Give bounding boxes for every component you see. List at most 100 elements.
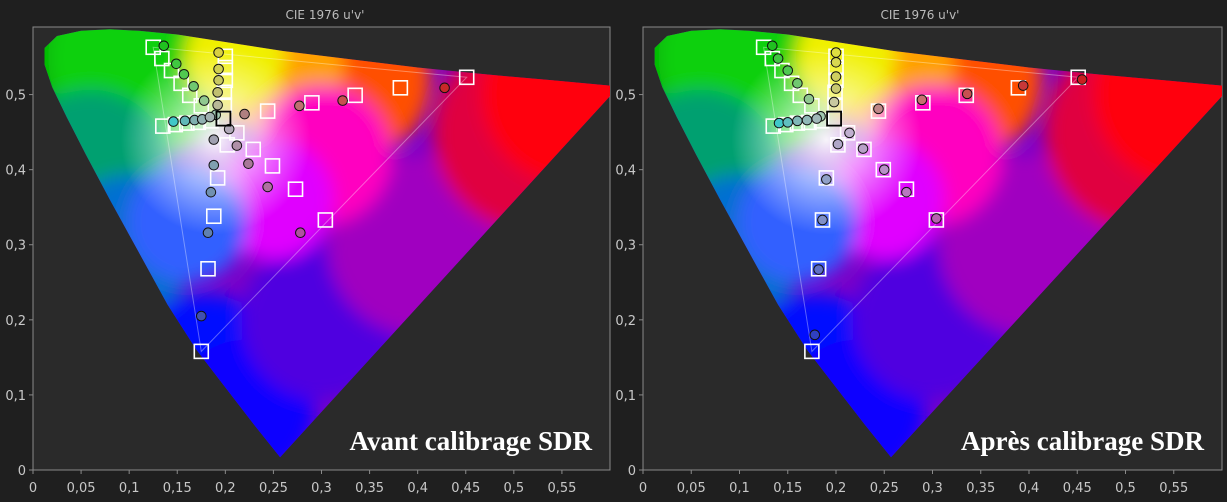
y-axis: 0 0,1 0,2 0,3 0,4 0,5	[5, 27, 34, 479]
y-tick-label: 0,1	[5, 389, 26, 404]
measured-point	[821, 174, 832, 185]
measured-point	[830, 71, 842, 82]
x-tick-label: 0,25	[870, 481, 899, 496]
target-square	[304, 95, 320, 111]
target-square	[155, 118, 171, 134]
target-square	[287, 181, 304, 197]
measured-point	[213, 75, 224, 86]
measured-point	[198, 95, 210, 106]
target-square	[205, 208, 222, 225]
measured-point	[931, 213, 942, 224]
target-square	[804, 343, 820, 360]
measured-point	[195, 310, 207, 322]
measured-point	[916, 94, 928, 106]
target-square	[200, 260, 216, 277]
x-axis: 0 0,05 0,1 0,15 0,2 0,25 0,3 0,35 0,4 0,45 0,5 0,55	[639, 469, 1222, 496]
x-tick-label: 0,15	[773, 481, 802, 496]
white-center-glow	[731, 44, 922, 235]
measured-point	[830, 83, 842, 94]
x-axis: 0 0,05 0,1 0,15 0,2 0,25 0,3 0,35 0,4 0,45 0,5 0,55	[29, 469, 610, 496]
target-square	[810, 260, 827, 277]
measured-point	[294, 100, 305, 112]
target-square	[392, 80, 409, 96]
measured-point	[832, 138, 844, 150]
chart-panel-after: CIE 1976 u'v' 0 0,05 0,1 0,15 0,2 0,25 0,3 0,35…	[615, 8, 1223, 496]
chart-caption: Après calibrage SDR	[961, 426, 1204, 456]
y-tick-label: 0,2	[5, 314, 26, 329]
measured-point	[782, 65, 794, 76]
measured-point	[792, 78, 803, 89]
target-square	[259, 103, 276, 119]
y-tick-label: 0,4	[5, 164, 26, 179]
measured-point	[782, 117, 794, 128]
measured-point	[208, 134, 220, 145]
target-square	[264, 158, 281, 174]
measured-point	[809, 329, 821, 341]
gamut-target-triangle	[763, 46, 1080, 353]
measured-point	[439, 82, 450, 94]
x-tick-label: 0,1	[119, 481, 140, 496]
x-tick-label: 0	[29, 481, 37, 496]
target-square	[154, 50, 170, 67]
target-square	[928, 212, 945, 228]
measured-points	[158, 40, 450, 322]
target-square	[814, 212, 831, 228]
y-tick-label: 0,5	[615, 89, 636, 104]
y-axis: 0 0,1 0,2 0,3 0,4 0,5	[615, 27, 644, 479]
measured-point	[817, 214, 828, 226]
target-square	[347, 87, 363, 104]
measured-point	[801, 114, 813, 126]
white-point-target	[215, 110, 232, 127]
measured-point	[337, 95, 348, 106]
target-square	[245, 141, 262, 158]
white-point-square	[215, 110, 232, 127]
x-tick-label: 0,2	[826, 481, 847, 496]
target-square	[818, 170, 835, 186]
x-tick-label: 0,35	[355, 481, 384, 496]
measured-point	[213, 47, 224, 58]
measured-point	[239, 108, 250, 120]
x-tick-label: 0,05	[677, 481, 706, 496]
white-point-square	[826, 110, 842, 127]
measured-point	[212, 99, 223, 111]
measured-point	[208, 159, 220, 171]
chart-title: CIE 1976 u'v'	[881, 8, 960, 22]
measured-point	[179, 115, 191, 127]
measured-point	[170, 58, 182, 70]
target-square	[458, 69, 475, 86]
measured-point	[813, 264, 824, 275]
measured-point	[205, 186, 217, 198]
y-tick-label: 0,1	[615, 389, 636, 404]
target-square	[209, 170, 226, 186]
measured-point	[873, 103, 884, 115]
x-tick-label: 0,05	[67, 481, 96, 496]
measured-point	[168, 116, 179, 127]
measured-point	[243, 158, 254, 169]
x-tick-label: 0	[639, 481, 647, 496]
measured-point	[792, 115, 803, 127]
x-tick-label: 0,1	[729, 481, 750, 496]
measured-point	[803, 93, 815, 105]
measured-point	[961, 88, 973, 100]
measured-point	[188, 81, 199, 92]
target-square	[193, 343, 210, 360]
target-square	[317, 212, 334, 228]
measured-point	[212, 87, 223, 98]
x-tick-label: 0,45	[1063, 481, 1092, 496]
measured-point	[223, 123, 235, 135]
x-tick-label: 0,45	[451, 481, 480, 496]
y-tick-label: 0,2	[615, 314, 636, 329]
measured-point	[844, 127, 855, 139]
gamut-triangle-outline	[152, 46, 468, 353]
measured-point	[202, 227, 214, 239]
x-tick-label: 0,3	[311, 481, 332, 496]
measured-point	[828, 96, 840, 108]
y-tick-label: 0,5	[5, 89, 26, 104]
measured-point	[857, 143, 869, 154]
x-tick-label: 0,2	[215, 481, 236, 496]
measured-point	[158, 40, 170, 52]
measured-point	[1076, 74, 1088, 85]
target-square	[856, 141, 872, 158]
chart-caption: Avant calibrage SDR	[350, 426, 593, 456]
gamut-triangle-outline	[763, 46, 1080, 353]
